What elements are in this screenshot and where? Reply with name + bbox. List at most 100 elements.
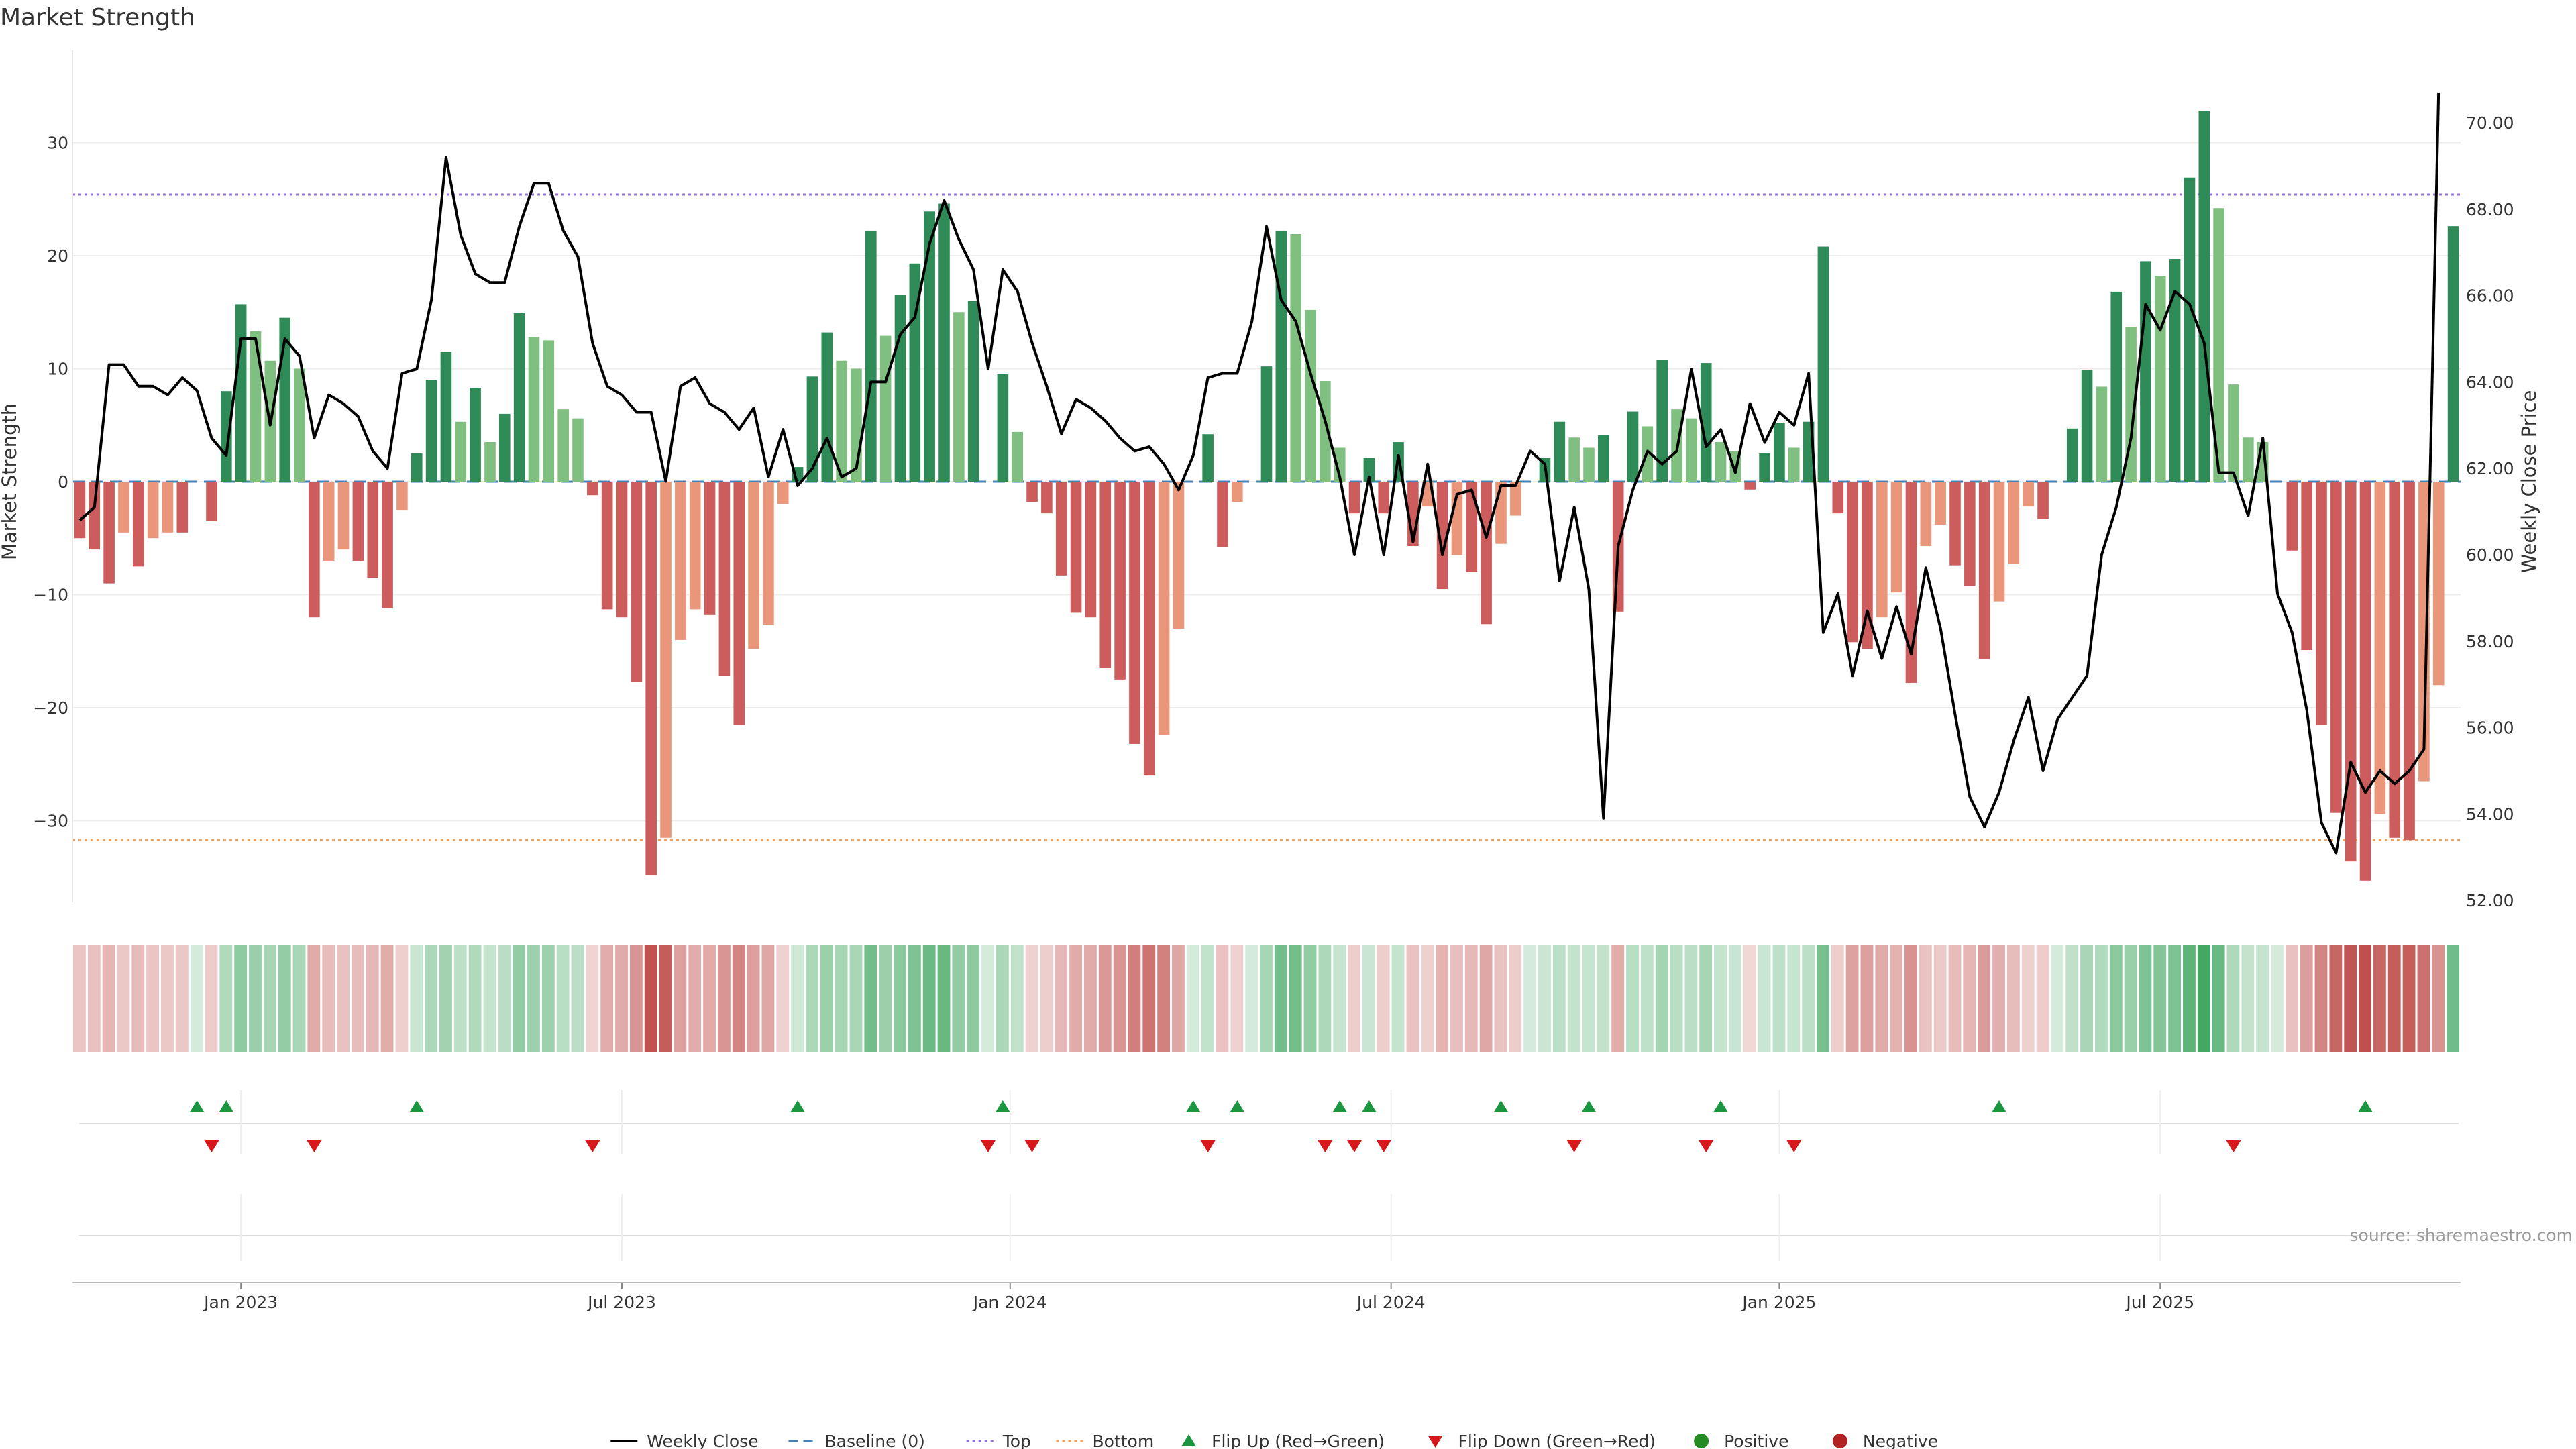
heat-cell <box>600 945 614 1052</box>
heat-cell <box>1025 945 1038 1052</box>
heat-cell <box>2080 945 2093 1052</box>
heat-cell <box>996 945 1009 1052</box>
heat-cell <box>1377 945 1390 1052</box>
heat-cell <box>688 945 702 1052</box>
x-tick-label: Jul 2024 <box>1356 1293 1426 1312</box>
strength-bar <box>455 421 467 482</box>
strength-bar <box>352 482 364 561</box>
strength-bar <box>1202 434 1214 482</box>
heat-cell <box>175 945 189 1052</box>
heat-cell <box>894 945 906 1052</box>
legend-label: Top <box>1002 1432 1031 1449</box>
flip-up-marker <box>1581 1100 1597 1112</box>
strength-bar <box>337 482 350 550</box>
flip-up-marker <box>219 1100 234 1112</box>
flip-down-marker <box>981 1140 996 1152</box>
strength-bar <box>323 482 335 561</box>
heat-cell <box>2065 945 2079 1052</box>
heat-cell <box>1436 945 1449 1052</box>
flip-up-marker <box>1992 1100 2007 1112</box>
heat-cell <box>1113 945 1126 1052</box>
x-tick-label: Jul 2025 <box>2125 1293 2194 1312</box>
right-tick-label: 56.00 <box>2466 718 2514 738</box>
heat-cell <box>806 945 818 1052</box>
heat-cell <box>351 945 364 1052</box>
heat-cell <box>1714 945 1727 1052</box>
strength-bar <box>1055 482 1067 576</box>
strength-bar <box>162 482 174 533</box>
heat-cell <box>1963 945 1976 1052</box>
strength-bar <box>587 482 598 496</box>
heat-cell <box>263 945 276 1052</box>
strength-bar <box>909 263 921 482</box>
strength-bar <box>2066 428 2078 482</box>
heat-cell <box>1743 945 1756 1052</box>
heat-cell <box>1098 945 1112 1052</box>
heat-cell <box>1010 945 1024 1052</box>
strength-bar <box>176 482 189 533</box>
heat-cell <box>453 945 467 1052</box>
strength-bar <box>1305 309 1316 482</box>
strength-bar <box>2198 111 2210 482</box>
flip-up-marker <box>1713 1100 1729 1112</box>
heat-cell <box>1142 945 1156 1052</box>
strength-bar <box>938 203 950 482</box>
strength-bar <box>631 482 643 682</box>
heat-cell <box>249 945 262 1052</box>
strength-bar <box>440 352 452 482</box>
heat-cell <box>2402 945 2416 1052</box>
strength-bar <box>1847 482 1858 643</box>
strength-bar <box>1070 482 1082 613</box>
left-tick-label: −20 <box>33 698 68 718</box>
strength-bar <box>1232 482 1243 502</box>
strength-bar <box>2184 177 2196 482</box>
heat-cell <box>2241 945 2255 1052</box>
strength-bar <box>718 482 731 676</box>
left-tick-label: 0 <box>58 472 68 492</box>
heat-cell <box>1626 945 1639 1052</box>
strength-bar <box>1026 482 1038 502</box>
heat-cell <box>2197 945 2210 1052</box>
strength-bar <box>1598 435 1609 482</box>
right-tick-label: 60.00 <box>2466 545 2514 565</box>
heat-cell <box>1904 945 1917 1052</box>
strength-bar <box>645 482 657 875</box>
right-tick-label: 68.00 <box>2466 200 2514 219</box>
left-tick-label: −30 <box>33 812 68 831</box>
strength-bar <box>2447 226 2459 482</box>
strength-bar <box>967 301 979 482</box>
strength-bar <box>1041 482 1053 514</box>
heat-cell <box>483 945 496 1052</box>
heat-cell <box>2094 945 2108 1052</box>
strength-bar <box>1744 482 1756 490</box>
heat-cell <box>2183 945 2196 1052</box>
strength-bar <box>484 442 496 482</box>
strength-bar <box>103 482 115 584</box>
legend-label: Weekly Close <box>647 1432 758 1449</box>
heat-cell <box>1040 945 1053 1052</box>
heat-cell <box>395 945 409 1052</box>
heat-cell <box>2417 945 2430 1052</box>
heat-cell <box>205 945 218 1052</box>
heat-cell <box>468 945 482 1052</box>
strength-bar <box>1978 482 1990 659</box>
strength-bar <box>2081 370 2093 482</box>
strength-bar <box>1290 233 1301 482</box>
strength-bar <box>1378 482 1390 514</box>
strength-bar <box>748 482 759 649</box>
heat-cell <box>1802 945 1815 1052</box>
heat-cell <box>586 945 599 1052</box>
heat-cell <box>161 945 174 1052</box>
heat-cell <box>2373 945 2386 1052</box>
strength-bar <box>1656 360 1668 482</box>
heat-cell <box>1860 945 1874 1052</box>
strength-bar <box>206 482 217 521</box>
strength-bar <box>1275 230 1287 482</box>
heat-cell <box>2153 945 2167 1052</box>
heat-cell <box>864 945 877 1052</box>
x-tick-label: Jul 2023 <box>586 1293 656 1312</box>
heat-cell <box>747 945 760 1052</box>
heat-strip <box>73 945 2459 1052</box>
legend-label: Bottom <box>1093 1432 1155 1449</box>
heat-cell <box>1303 945 1317 1052</box>
